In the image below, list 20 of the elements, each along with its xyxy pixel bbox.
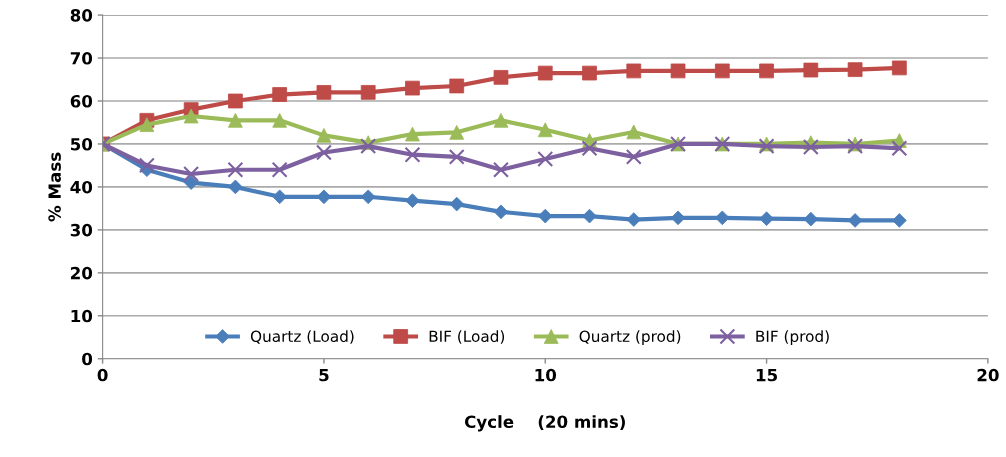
legend-label: BIF (Load) [429, 330, 505, 344]
y-tick-label: 50 [70, 137, 93, 151]
x-tick-label: 5 [319, 368, 329, 382]
legend-label: Quartz (Load) [250, 330, 354, 344]
x-tick-label: 0 [97, 368, 108, 382]
x-tick-label: 10 [535, 368, 557, 382]
y-tick-label: 80 [70, 9, 93, 22]
y-tick-label: 30 [70, 223, 93, 237]
legend-label: Quartz (prod) [579, 330, 681, 345]
y-tick-label: 40 [70, 180, 93, 194]
x-axis-title: Cycle (20 mins) [464, 415, 625, 432]
y-tick-label: 10 [71, 309, 93, 323]
y-tick-label: 20 [71, 266, 93, 280]
y-tick-label: 60 [70, 94, 93, 108]
legend-label: BIF (prod) [756, 330, 829, 345]
x-tick-label: 15 [756, 368, 777, 382]
y-tick-label: 0 [82, 352, 93, 366]
y-tick-label: 70 [70, 52, 93, 65]
x-tick-label: 20 [977, 368, 999, 382]
y-axis-title: % Mass [48, 152, 61, 222]
